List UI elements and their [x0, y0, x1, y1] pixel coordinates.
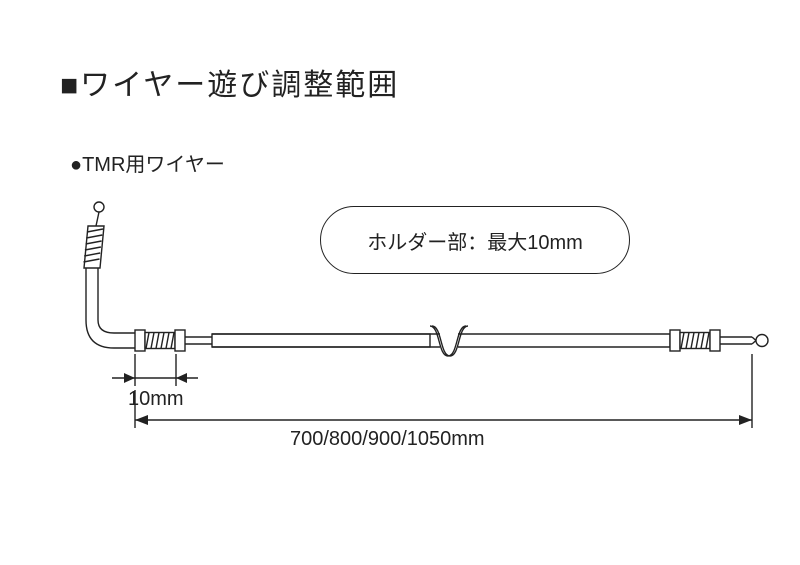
wire-diagram — [0, 0, 800, 565]
